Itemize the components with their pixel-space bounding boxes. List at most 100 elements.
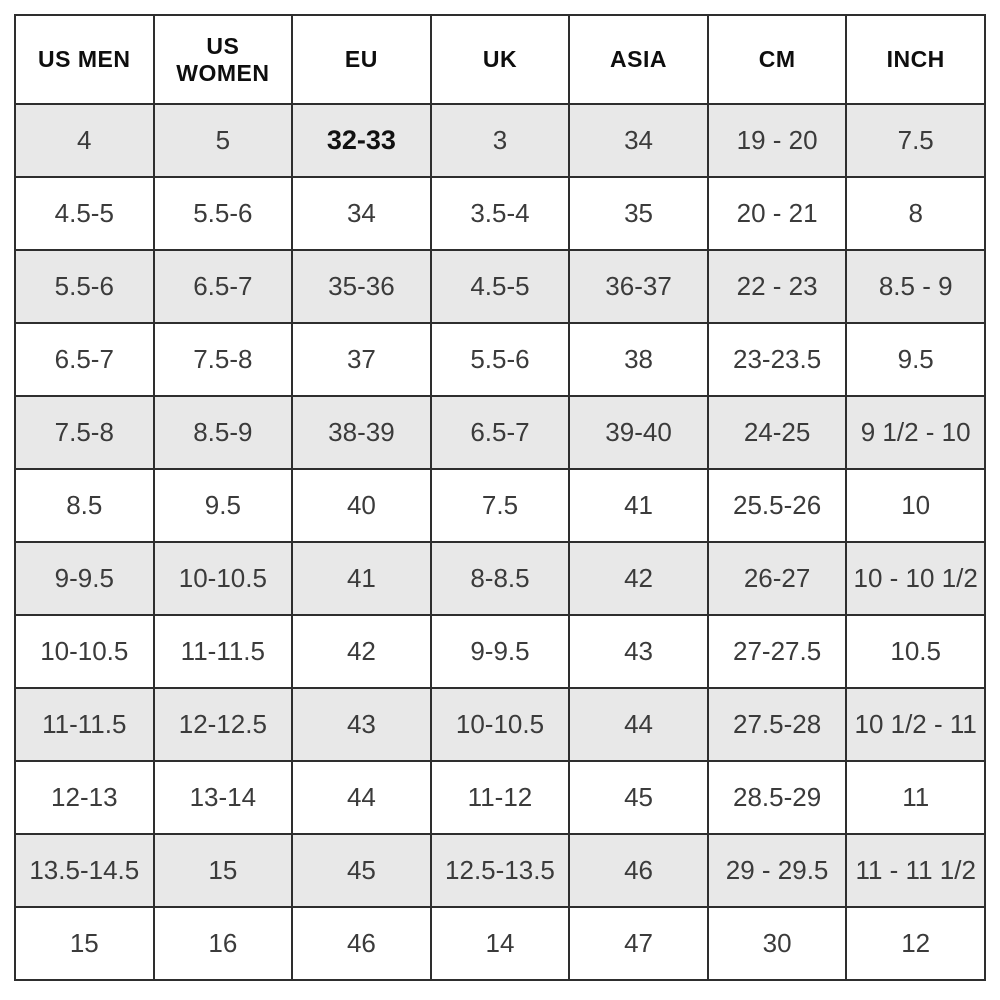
size-cell: 44 — [291, 760, 432, 835]
size-cell: 46 — [568, 833, 709, 908]
size-cell: 9.5 — [845, 322, 986, 397]
size-cell: 4.5-5 — [429, 249, 571, 324]
size-cell: 23-23.5 — [706, 322, 848, 397]
size-cell: 3 — [429, 103, 571, 178]
size-cell: 10 — [845, 468, 986, 543]
size-cell: 10.5 — [845, 614, 986, 689]
table-row: 11-11.5 12-12.5 43 10-10.5 44 27.5-28 10 1/2 -… — [14, 687, 986, 762]
size-cell: 45 — [291, 833, 432, 908]
column-header-inch: INCH — [845, 14, 986, 105]
table-row: 13.5-14.5 15 45 12.5-13.5 46 29 - 29.5 11 - 11… — [14, 833, 986, 908]
table-body: 4 5 32-33 3 34 19 - 20 7.5 4.5-5 5.5-6 34 3.5-4 35 2… — [14, 103, 986, 981]
size-cell: 26-27 — [706, 541, 848, 616]
table-row: 4.5-5 5.5-6 34 3.5-4 35 20 - 21 8 — [14, 176, 986, 251]
size-cell: 9-9.5 — [14, 541, 155, 616]
table-row: 12-13 13-14 44 11-12 45 28.5-29 11 — [14, 760, 986, 835]
size-cell: 15 — [152, 833, 294, 908]
size-cell: 11 - 11 1/2 — [845, 833, 986, 908]
size-cell: 22 - 23 — [706, 249, 848, 324]
size-cell: 35 — [568, 176, 709, 251]
size-cell: 36-37 — [568, 249, 709, 324]
size-cell: 7.5-8 — [152, 322, 294, 397]
size-cell: 45 — [568, 760, 709, 835]
size-cell: 38 — [568, 322, 709, 397]
size-cell: 7.5-8 — [14, 395, 155, 470]
size-cell: 8.5-9 — [152, 395, 294, 470]
size-cell: 8-8.5 — [429, 541, 571, 616]
size-cell: 8.5 — [14, 468, 155, 543]
column-header-us-men: US MEN — [14, 14, 155, 105]
size-cell: 4.5-5 — [14, 176, 155, 251]
size-cell: 11-11.5 — [152, 614, 294, 689]
table-row: 6.5-7 7.5-8 37 5.5-6 38 23-23.5 9.5 — [14, 322, 986, 397]
size-cell: 47 — [568, 906, 709, 981]
size-cell: 46 — [291, 906, 432, 981]
size-cell: 5.5-6 — [152, 176, 294, 251]
size-cell: 5.5-6 — [429, 322, 571, 397]
size-cell: 41 — [568, 468, 709, 543]
size-cell: 20 - 21 — [706, 176, 848, 251]
shoe-size-conversion-table: US MEN US WOMEN EU UK ASIA CM INCH 4 5 32-33 3 34 1… — [14, 14, 986, 981]
table-row: 15 16 46 14 47 30 12 — [14, 906, 986, 981]
size-cell: 11 — [845, 760, 986, 835]
size-cell: 5 — [152, 103, 294, 178]
size-cell: 41 — [291, 541, 432, 616]
size-cell: 35-36 — [291, 249, 432, 324]
size-cell: 25.5-26 — [706, 468, 848, 543]
size-cell: 11-11.5 — [14, 687, 155, 762]
size-cell: 10-10.5 — [429, 687, 571, 762]
size-cell: 29 - 29.5 — [706, 833, 848, 908]
size-cell: 27-27.5 — [706, 614, 848, 689]
column-header-cm: CM — [706, 14, 848, 105]
size-cell: 28.5-29 — [706, 760, 848, 835]
size-cell: 14 — [429, 906, 571, 981]
size-cell: 16 — [152, 906, 294, 981]
size-cell: 10 1/2 - 11 — [845, 687, 986, 762]
table-row: 8.5 9.5 40 7.5 41 25.5-26 10 — [14, 468, 986, 543]
size-cell: 6.5-7 — [152, 249, 294, 324]
table-row: 10-10.5 11-11.5 42 9-9.5 43 27-27.5 10.5 — [14, 614, 986, 689]
size-cell: 34 — [291, 176, 432, 251]
size-cell: 11-12 — [429, 760, 571, 835]
size-cell: 5.5-6 — [14, 249, 155, 324]
size-cell: 13-14 — [152, 760, 294, 835]
size-cell: 10 - 10 1/2 — [845, 541, 986, 616]
column-header-asia: ASIA — [568, 14, 709, 105]
size-cell: 37 — [291, 322, 432, 397]
size-cell: 13.5-14.5 — [14, 833, 155, 908]
size-cell: 15 — [14, 906, 155, 981]
size-cell: 43 — [568, 614, 709, 689]
table-row: 5.5-6 6.5-7 35-36 4.5-5 36-37 22 - 23 8.5 - 9 — [14, 249, 986, 324]
size-cell: 6.5-7 — [429, 395, 571, 470]
size-cell: 10-10.5 — [14, 614, 155, 689]
size-cell: 3.5-4 — [429, 176, 571, 251]
size-cell: 19 - 20 — [706, 103, 848, 178]
size-cell: 12.5-13.5 — [429, 833, 571, 908]
table-row: 7.5-8 8.5-9 38-39 6.5-7 39-40 24-25 9 1/2 - 10 — [14, 395, 986, 470]
size-cell: 40 — [291, 468, 432, 543]
size-cell: 9-9.5 — [429, 614, 571, 689]
table-row: 9-9.5 10-10.5 41 8-8.5 42 26-27 10 - 10 1/2 — [14, 541, 986, 616]
size-cell: 7.5 — [429, 468, 571, 543]
size-cell: 4 — [14, 103, 155, 178]
column-header-us-women: US WOMEN — [152, 14, 294, 105]
size-chart-table: US MEN US WOMEN EU UK ASIA CM INCH 4 5 32-33 3 34 1… — [14, 14, 986, 981]
size-cell: 27.5-28 — [706, 687, 848, 762]
column-header-eu: EU — [291, 14, 432, 105]
size-cell: 43 — [291, 687, 432, 762]
size-cell: 39-40 — [568, 395, 709, 470]
size-cell: 30 — [706, 906, 848, 981]
size-cell: 6.5-7 — [14, 322, 155, 397]
size-cell: 9.5 — [152, 468, 294, 543]
size-cell: 42 — [568, 541, 709, 616]
size-cell: 12-13 — [14, 760, 155, 835]
size-cell: 32-33 — [291, 103, 432, 178]
header-row: US MEN US WOMEN EU UK ASIA CM INCH — [14, 14, 986, 105]
column-header-uk: UK — [429, 14, 571, 105]
table-header: US MEN US WOMEN EU UK ASIA CM INCH — [14, 14, 986, 105]
size-cell: 12-12.5 — [152, 687, 294, 762]
size-cell: 12 — [845, 906, 986, 981]
table-row: 4 5 32-33 3 34 19 - 20 7.5 — [14, 103, 986, 178]
size-cell: 44 — [568, 687, 709, 762]
size-cell: 8 — [845, 176, 986, 251]
